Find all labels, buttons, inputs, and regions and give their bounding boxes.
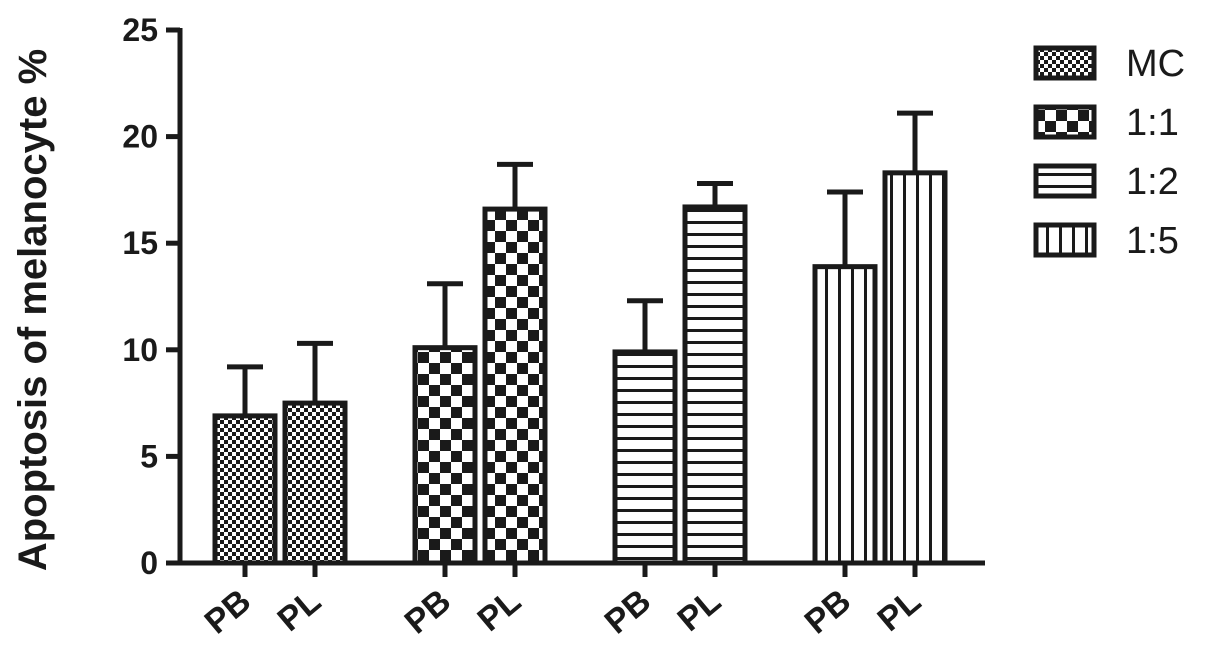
legend-label: MC [1126,43,1185,85]
legend-swatch [1033,222,1097,258]
x-tick-label: PB [798,582,859,641]
legend: MC 1:1 1:2 1:5 [1033,43,1185,262]
bar [282,400,348,566]
legend-swatch [1033,45,1097,81]
bar [612,349,678,566]
y-tick-label: 15 [122,225,158,261]
legend-label: 1:5 [1126,220,1179,262]
y-tick-label: 0 [140,545,158,581]
bar [412,345,478,566]
x-tick-label: PB [198,582,259,641]
x-axis: PB PL PB PL PB PL PB PL [178,560,985,641]
x-tick-label: PB [598,582,659,641]
x-tick-label: PB [398,582,459,641]
y-tick-label: 5 [140,438,158,474]
x-tick-label: PL [270,582,328,639]
y-tick-label: 10 [122,332,158,368]
bar [482,206,548,566]
x-tick-label: PL [870,582,928,639]
bar [212,413,278,566]
y-tick-label: 25 [122,12,158,48]
y-axis: 0 5 10 15 20 25 [122,12,183,581]
bars [212,110,948,566]
bar [882,170,948,566]
y-axis-title: Apoptosis of melanocyte % [11,49,55,571]
bar [682,204,748,566]
legend-swatch [1033,104,1097,140]
y-tick-label: 20 [122,119,158,155]
legend-label: 1:1 [1126,102,1179,144]
x-tick-label: PL [470,582,528,639]
bar [812,264,878,566]
x-tick-label: PL [670,582,728,639]
legend-swatch [1033,163,1097,199]
legend-label: 1:2 [1126,161,1179,203]
